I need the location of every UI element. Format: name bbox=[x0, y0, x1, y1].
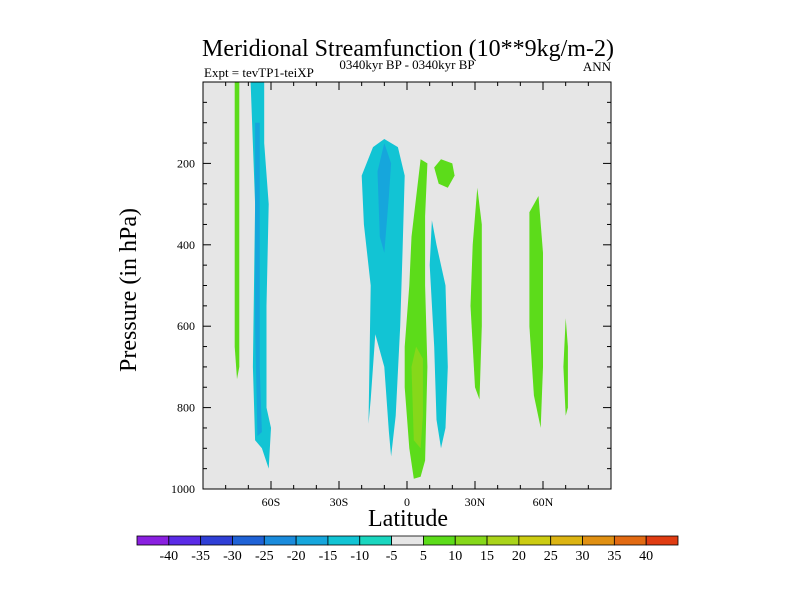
y-tick-label: 200 bbox=[177, 156, 195, 170]
y-axis-ticks: 200 400 600 800 1000 bbox=[171, 156, 611, 496]
x-tick-label: 30S bbox=[330, 495, 349, 509]
cell-10S-core bbox=[377, 143, 392, 253]
cell-71N-positive bbox=[563, 318, 568, 416]
contour-regions bbox=[234, 82, 568, 479]
cell-32N-positive bbox=[470, 187, 482, 400]
colorbar-swatch bbox=[613, 535, 647, 546]
cell-10S-negative bbox=[361, 139, 405, 457]
colorbar-label: 10 bbox=[448, 549, 462, 564]
cell-64S-core bbox=[255, 122, 262, 437]
cell-5N-core bbox=[411, 346, 423, 449]
x-tick-label: 30N bbox=[465, 495, 486, 509]
colorbar: -40 -35 -30 -25 -20 -15 -10 -5 5 10 15 20 25 30 35 40 bbox=[136, 535, 679, 564]
colorbar-label: 30 bbox=[576, 549, 590, 564]
colorbar-label: -35 bbox=[191, 549, 210, 564]
y-tick-label: 400 bbox=[177, 238, 195, 252]
colorbar-swatch bbox=[168, 535, 202, 546]
y-axis-label: Pressure (in hPa) bbox=[116, 208, 142, 372]
colorbar-label: -25 bbox=[255, 549, 274, 564]
x-tick-label: 60S bbox=[262, 495, 281, 509]
x-tick-label: 0 bbox=[404, 495, 410, 509]
colorbar-swatch bbox=[550, 535, 583, 546]
colorbar-swatch bbox=[136, 535, 170, 546]
colorbar-label: -15 bbox=[319, 549, 338, 564]
x-minor-ticks bbox=[225, 82, 589, 489]
colorbar-swatch bbox=[359, 535, 392, 546]
colorbar-label: -5 bbox=[386, 549, 398, 564]
cell-78S-positive bbox=[234, 82, 240, 380]
colorbar-swatch bbox=[582, 535, 615, 546]
colorbar-label: -40 bbox=[159, 549, 178, 564]
cell-15N-upper bbox=[434, 159, 455, 188]
center-subtitle: 0340kyr BP - 0340kyr BP bbox=[339, 57, 474, 72]
colorbar-label: 25 bbox=[544, 549, 558, 564]
colorbar-label: 40 bbox=[639, 549, 653, 564]
colorbar-label: 35 bbox=[607, 549, 621, 564]
y-minor-ticks bbox=[203, 101, 611, 470]
colorbar-swatch bbox=[263, 535, 297, 546]
right-subtitle: ANN bbox=[583, 59, 612, 74]
colorbar-swatch bbox=[645, 535, 679, 546]
colorbar-label: 15 bbox=[480, 549, 494, 564]
x-axis-label: Latitude bbox=[368, 506, 448, 532]
chart-title: Meridional Streamfunction (10**9kg/m-2) bbox=[202, 36, 614, 62]
x-tick-label: 60N bbox=[533, 495, 554, 509]
colorbar-swatch bbox=[518, 535, 552, 546]
y-tick-label: 1000 bbox=[171, 482, 195, 496]
colorbar-swatch bbox=[486, 535, 520, 546]
colorbar-swatch bbox=[454, 535, 488, 546]
colorbar-swatch bbox=[232, 535, 265, 546]
colorbar-swatch bbox=[327, 535, 361, 546]
colorbar-label: 20 bbox=[512, 549, 526, 564]
y-tick-label: 600 bbox=[177, 319, 195, 333]
y-tick-label: 800 bbox=[177, 401, 195, 415]
colorbar-swatch bbox=[295, 535, 329, 546]
x-axis-ticks: 60S 30S 0 30N 60N bbox=[262, 82, 554, 509]
colorbar-label: 5 bbox=[420, 549, 427, 564]
left-subtitle: Expt = tevTP1-teiXP bbox=[204, 65, 314, 80]
colorbar-label: -10 bbox=[350, 549, 369, 564]
colorbar-swatch bbox=[200, 535, 233, 546]
colorbar-swatch bbox=[423, 535, 456, 546]
colorbar-label: -30 bbox=[223, 549, 242, 564]
cell-14N-negative bbox=[429, 220, 448, 449]
colorbar-swatch bbox=[391, 535, 424, 546]
colorbar-label: -20 bbox=[287, 549, 306, 564]
cell-58N-positive bbox=[529, 196, 543, 428]
plot-area: 200 400 600 800 1000 60S 30S 0 30N 60N bbox=[171, 81, 612, 509]
